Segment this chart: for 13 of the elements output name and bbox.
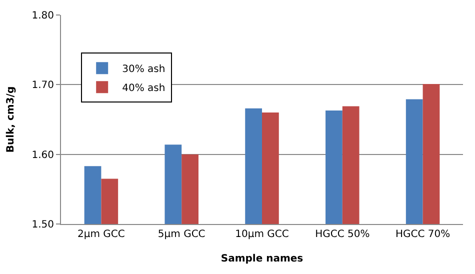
x-tick-label: 10µm GCC [235,229,289,240]
y-axis-title: Bulk, cm3/g [6,86,17,153]
x-axis-title: Sample names [220,254,304,264]
y-tick-label: 1.80 [32,10,54,22]
x-tick-label: 5µm GCC [158,229,206,240]
y-tick-label: 1.50 [32,220,54,230]
y-tick-label: 1.70 [32,80,54,92]
legend-label: 40% ash [122,83,166,94]
legend-label: 30% ash [122,64,166,76]
x-tick-label: HGCC 70% [395,229,450,240]
y-tick-label: 1.60 [32,150,54,161]
x-tick-label: HGCC 50% [315,229,370,240]
x-tick-label: 2µm GCC [78,229,125,240]
